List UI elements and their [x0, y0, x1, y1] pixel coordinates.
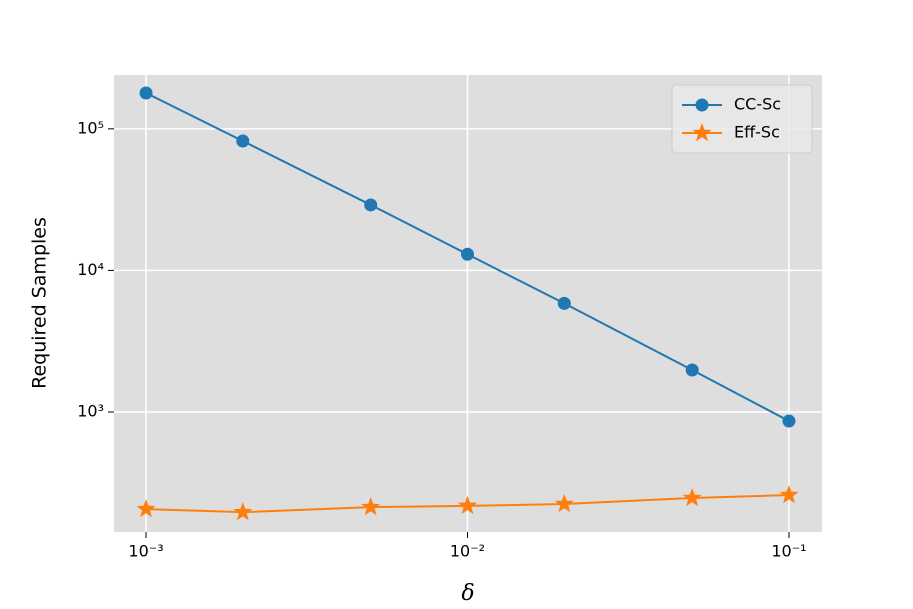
y-tick-label: 10⁴ — [77, 260, 104, 279]
marker — [682, 488, 702, 507]
y-tick-label: 10⁵ — [77, 118, 104, 137]
marker — [557, 296, 571, 310]
marker — [364, 198, 378, 212]
legend-label: Eff-Sc — [734, 123, 780, 142]
marker — [233, 502, 253, 521]
marker — [361, 497, 381, 516]
x-tick-label: 10⁻³ — [128, 542, 163, 561]
legend-marker — [695, 98, 709, 112]
marker — [460, 247, 474, 261]
y-axis-label: Required Samples — [29, 217, 51, 389]
marker — [136, 499, 156, 518]
marker — [139, 86, 153, 100]
x-axis-label: δ — [461, 581, 474, 606]
legend-marker — [692, 123, 712, 142]
legend-label: CC-Sc — [734, 95, 781, 114]
marker — [458, 495, 477, 514]
x-tick-label: 10⁻² — [450, 542, 485, 561]
marker — [554, 494, 574, 513]
marker — [782, 414, 796, 428]
marker — [779, 485, 799, 504]
x-tick-label: 10⁻¹ — [771, 542, 806, 561]
marker — [236, 134, 250, 148]
marker — [685, 363, 699, 377]
y-tick-label: 10³ — [77, 401, 104, 420]
